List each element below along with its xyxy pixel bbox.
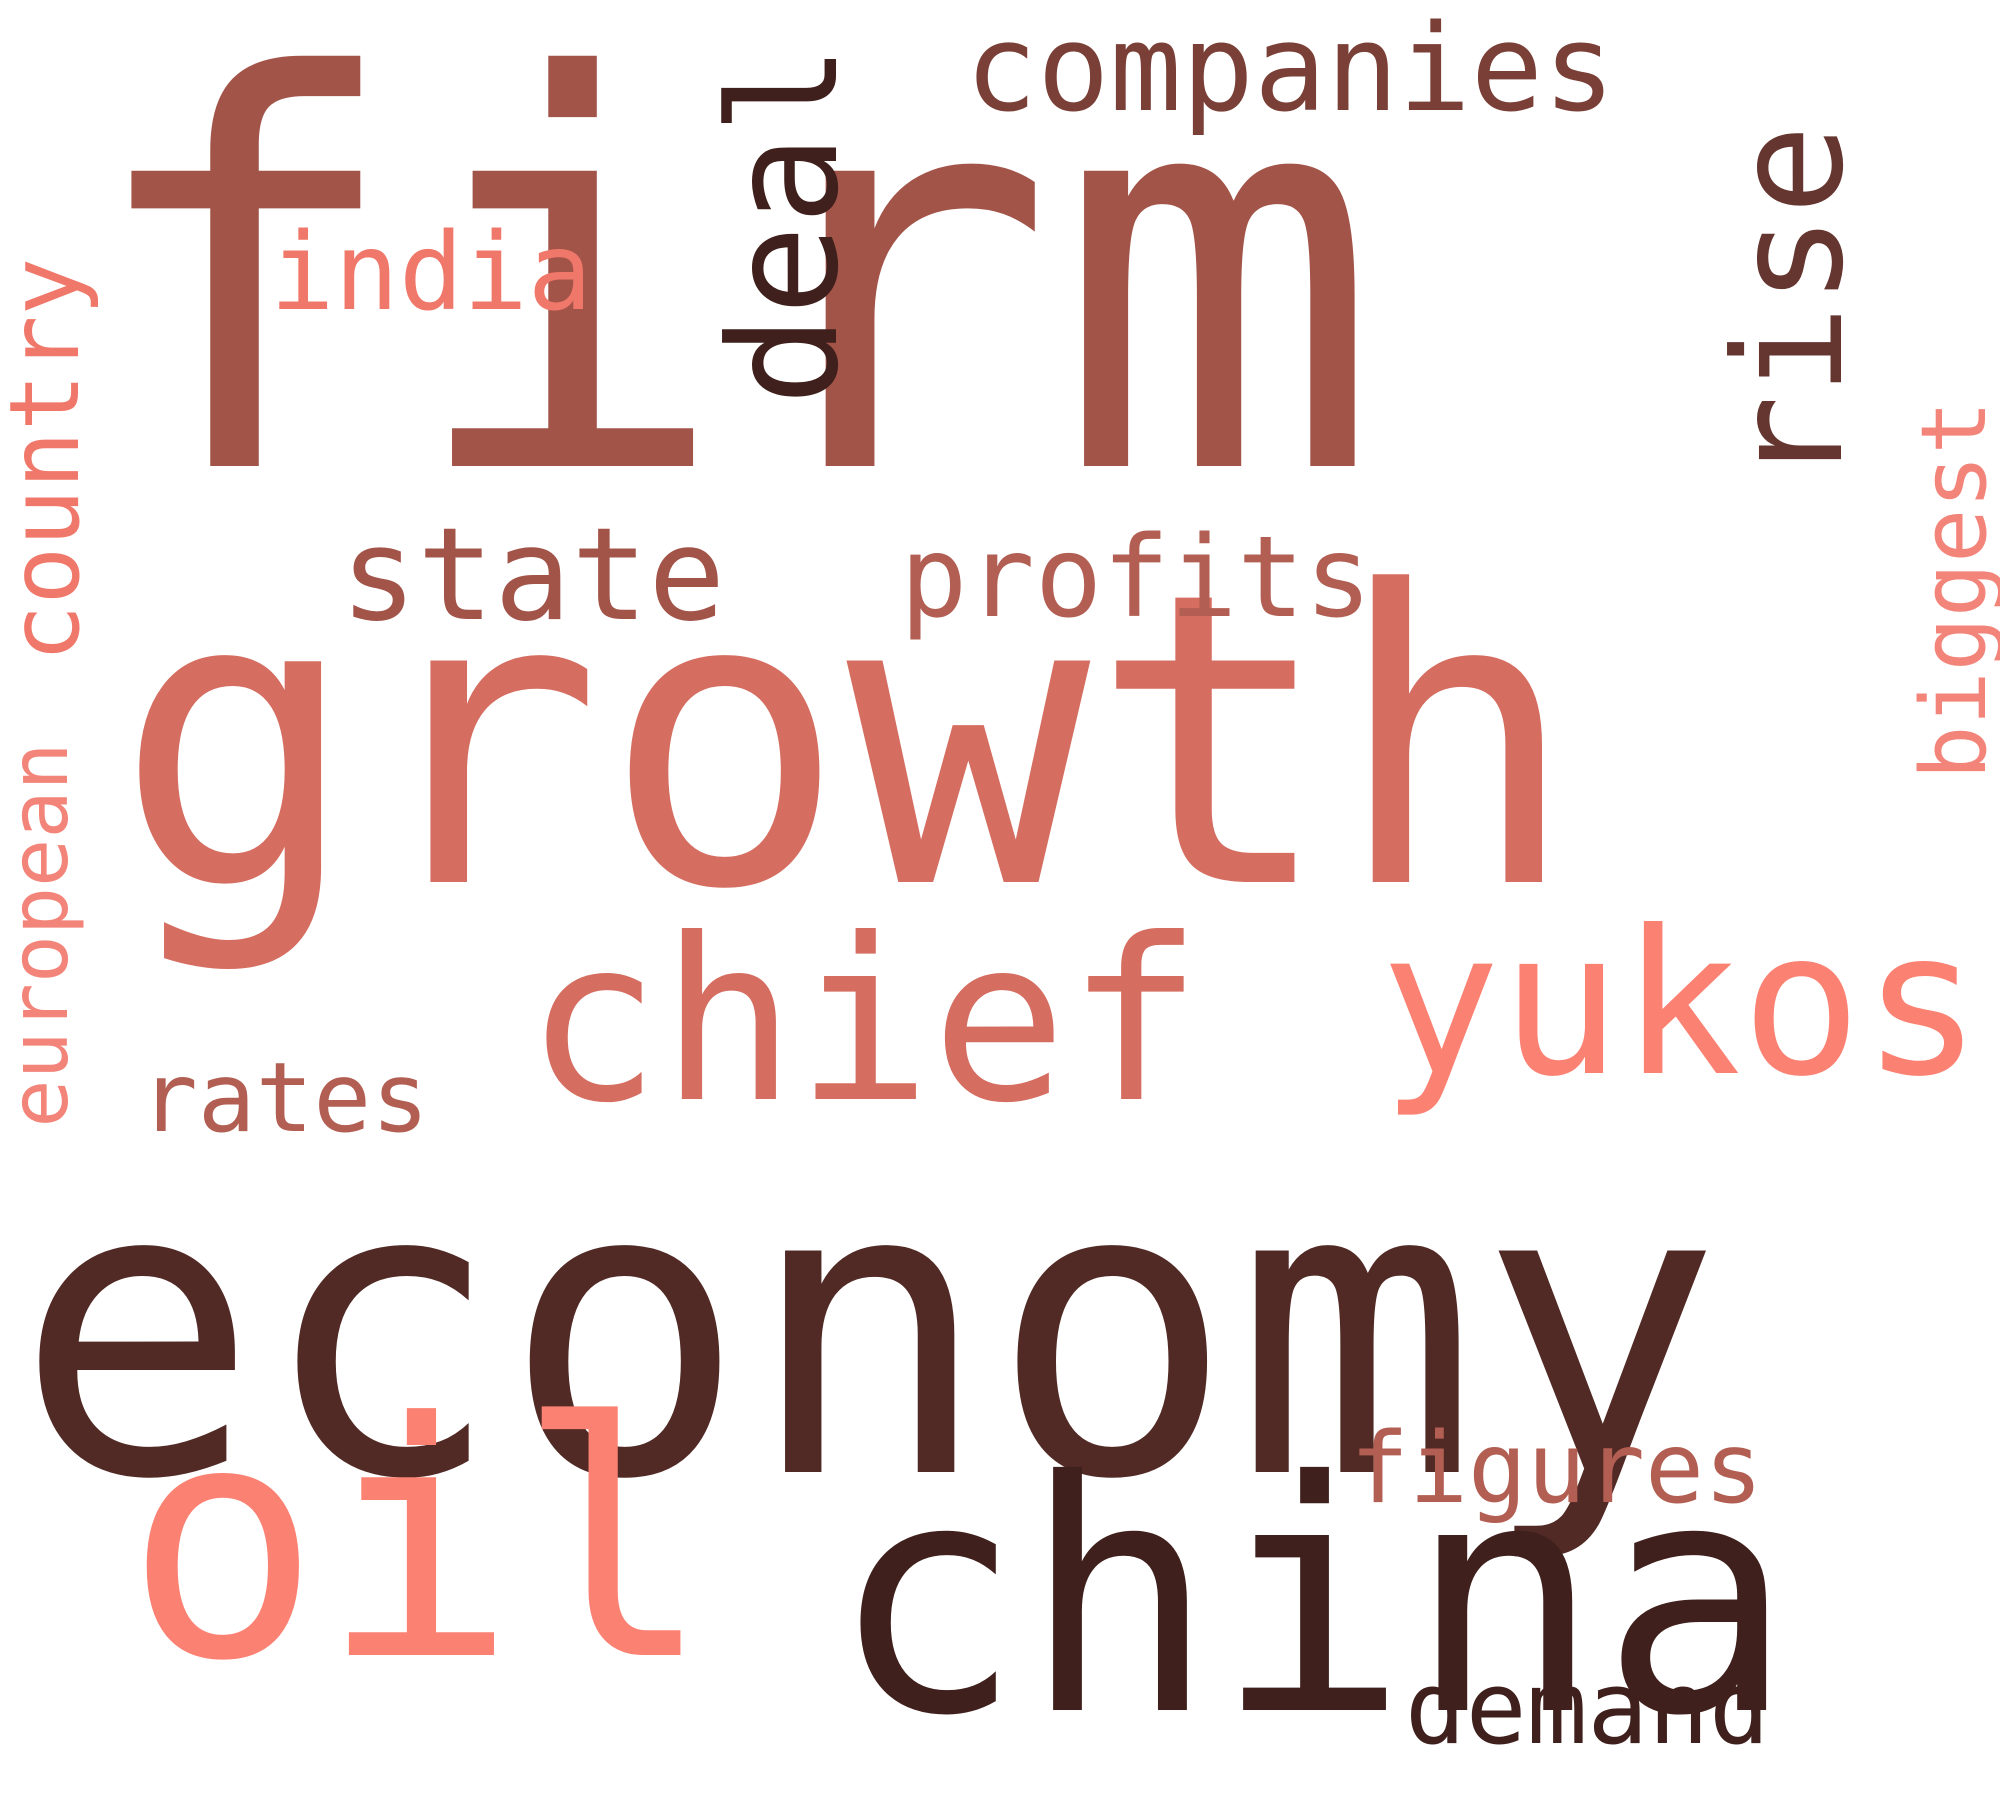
word-yukos: yukos (1380, 888, 1983, 1121)
word-economy: economy (15, 1096, 1722, 1568)
word-companies: companies (965, 0, 1616, 139)
word-rise: rise (1703, 124, 1877, 486)
word-firm: firm (80, 0, 1381, 594)
word-european: european (0, 742, 86, 1128)
word-china: china (830, 1414, 1794, 1786)
word-figures: figures (1350, 1412, 1764, 1526)
word-state: state (340, 501, 726, 650)
word-biggest: biggest (1902, 400, 2000, 780)
word-chief: chief (525, 891, 1203, 1153)
word-growth: growth (115, 506, 1578, 978)
word-deal: deal (698, 44, 872, 406)
word-rates: rates (140, 1042, 429, 1154)
word-india: india (270, 211, 593, 335)
word-country: country (0, 257, 101, 663)
word-oil: oil (125, 1353, 712, 1732)
word-demand: demand (1405, 1649, 1770, 1767)
word-profits: profits (900, 513, 1373, 643)
